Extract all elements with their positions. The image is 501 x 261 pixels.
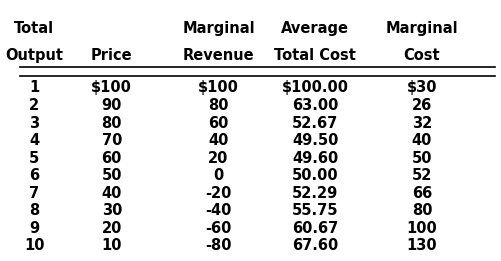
Text: 70: 70 [102, 133, 122, 148]
Text: 80: 80 [208, 98, 228, 113]
Text: $100: $100 [91, 80, 132, 95]
Text: -20: -20 [205, 186, 231, 201]
Text: Marginal: Marginal [386, 21, 458, 36]
Text: 90: 90 [102, 98, 122, 113]
Text: 32: 32 [412, 116, 432, 130]
Text: 40: 40 [102, 186, 122, 201]
Text: 3: 3 [29, 116, 39, 130]
Text: 20: 20 [208, 151, 228, 166]
Text: 63.00: 63.00 [292, 98, 339, 113]
Text: 55.75: 55.75 [292, 203, 339, 218]
Text: 80: 80 [102, 116, 122, 130]
Text: Average: Average [282, 21, 349, 36]
Text: 1: 1 [29, 80, 40, 95]
Text: 60: 60 [208, 116, 228, 130]
Text: 50.00: 50.00 [292, 168, 339, 183]
Text: Price: Price [91, 48, 133, 63]
Text: 10: 10 [102, 239, 122, 253]
Text: 10: 10 [24, 239, 45, 253]
Text: 20: 20 [102, 221, 122, 236]
Text: Output: Output [5, 48, 63, 63]
Text: 0: 0 [213, 168, 223, 183]
Text: 49.60: 49.60 [292, 151, 339, 166]
Text: 7: 7 [29, 186, 39, 201]
Text: 50: 50 [102, 168, 122, 183]
Text: 6: 6 [29, 168, 39, 183]
Text: 67.60: 67.60 [292, 239, 339, 253]
Text: 2: 2 [29, 98, 39, 113]
Text: 100: 100 [407, 221, 437, 236]
Text: $30: $30 [407, 80, 437, 95]
Text: Cost: Cost [404, 48, 440, 63]
Text: 130: 130 [407, 239, 437, 253]
Text: 5: 5 [29, 151, 40, 166]
Text: 66: 66 [412, 186, 432, 201]
Text: 52.67: 52.67 [292, 116, 339, 130]
Text: 26: 26 [412, 98, 432, 113]
Text: Revenue: Revenue [183, 48, 255, 63]
Text: 8: 8 [29, 203, 40, 218]
Text: 40: 40 [412, 133, 432, 148]
Text: 80: 80 [412, 203, 432, 218]
Text: 50: 50 [412, 151, 432, 166]
Text: -40: -40 [205, 203, 231, 218]
Text: 60.67: 60.67 [292, 221, 339, 236]
Text: 4: 4 [29, 133, 39, 148]
Text: -80: -80 [205, 239, 231, 253]
Text: Total Cost: Total Cost [275, 48, 356, 63]
Text: 52.29: 52.29 [292, 186, 339, 201]
Text: 49.50: 49.50 [292, 133, 339, 148]
Text: $100.00: $100.00 [282, 80, 349, 95]
Text: 60: 60 [102, 151, 122, 166]
Text: -60: -60 [205, 221, 231, 236]
Text: 30: 30 [102, 203, 122, 218]
Text: 40: 40 [208, 133, 228, 148]
Text: Marginal: Marginal [182, 21, 255, 36]
Text: 52: 52 [412, 168, 432, 183]
Text: 9: 9 [29, 221, 39, 236]
Text: Total: Total [14, 21, 54, 36]
Text: $100: $100 [198, 80, 239, 95]
